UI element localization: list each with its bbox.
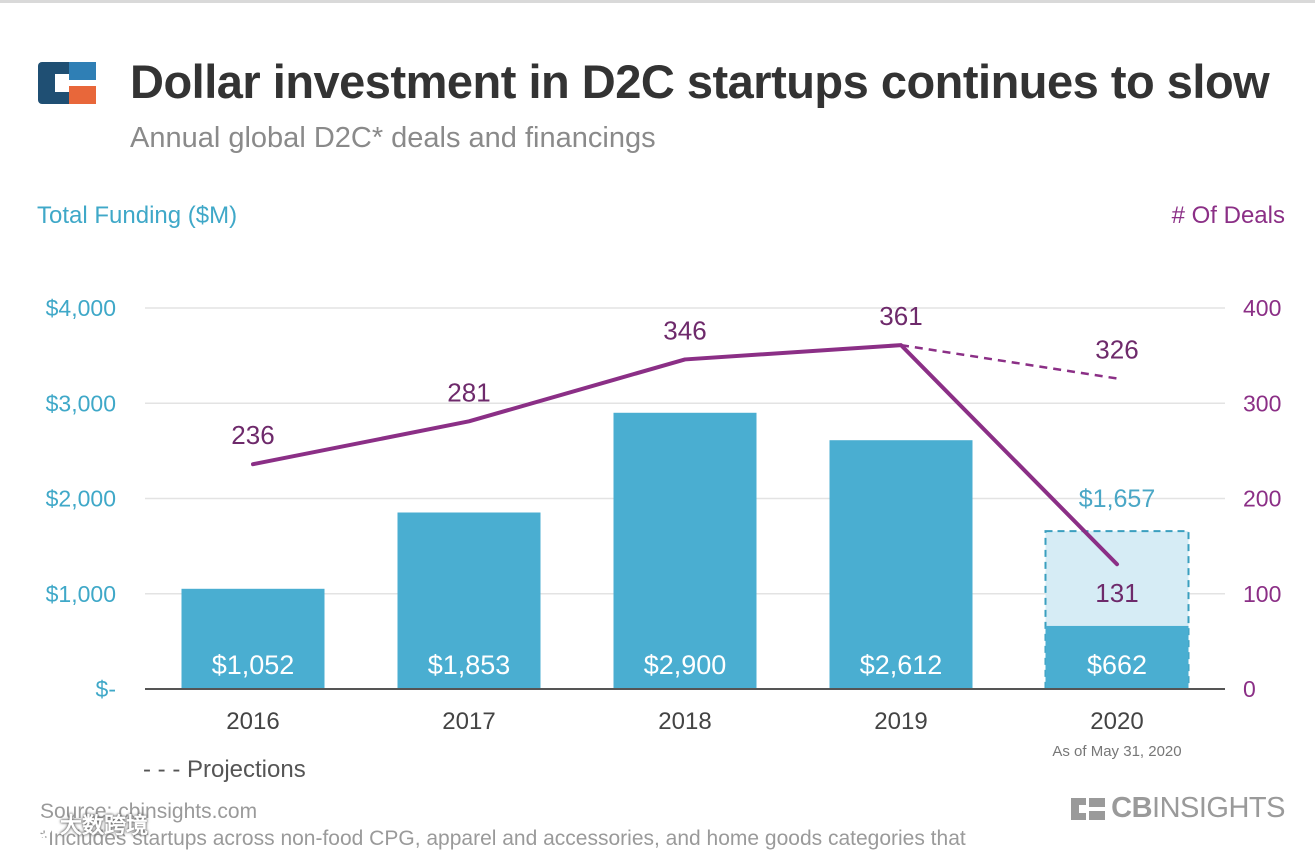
right-tick-label: 200 (1243, 486, 1281, 512)
bar-value-label: $2,612 (860, 650, 943, 680)
deals-value-label: 281 (447, 377, 490, 407)
deals-line (251, 343, 1119, 567)
bar (181, 588, 325, 689)
bar (613, 412, 757, 689)
source-note: Source: cbinsights.com (40, 800, 258, 823)
cb-insights-logo-icon (38, 62, 96, 104)
left-tick-label: $2,000 (46, 486, 116, 512)
left-tick-label: $1,000 (46, 581, 116, 607)
right-tick-label: 100 (1243, 581, 1281, 607)
left-tick-label: $- (96, 676, 116, 702)
deals-value-label: 131 (1095, 578, 1138, 608)
bar-value-label: $1,853 (428, 650, 511, 680)
projection-bar-label: $1,657 (1079, 485, 1155, 513)
brand-bold: CB (1111, 792, 1153, 824)
right-tick-label: 300 (1243, 390, 1281, 416)
chart-subtitle: Annual global D2C* deals and financings (130, 122, 656, 154)
wechat-icon (10, 809, 53, 838)
right-axis-title: # Of Deals (1171, 202, 1285, 229)
deals-value-label: 361 (879, 301, 922, 331)
x-tick-label: 2016 (226, 708, 279, 735)
left-tick-label: $4,000 (46, 295, 116, 321)
legend-dash-icon: - - - (143, 756, 187, 783)
right-tick-label: 0 (1243, 676, 1256, 702)
cb-insights-wordmark: CBINSIGHTS (1111, 792, 1285, 825)
bar-value-label: $2,900 (644, 650, 727, 680)
deals-projection-label: 326 (1095, 334, 1138, 364)
bar-value-label: $1,052 (212, 650, 295, 680)
x-tick-label: 2019 (874, 708, 927, 735)
x-tick-note: As of May 31, 2020 (1052, 743, 1181, 760)
bar (397, 512, 541, 689)
watermark: 大数跨境 (10, 808, 148, 840)
deals-value-label: 346 (663, 315, 706, 345)
brand-thin: INSIGHTS (1152, 792, 1285, 824)
legend-projections: - - - Projections (143, 756, 306, 784)
bar (829, 440, 973, 689)
footnote: *Includes startups across non-food CPG, … (40, 827, 966, 850)
legend-projections-label: Projections (186, 756, 306, 783)
watermark-text: 大数跨境 (60, 813, 149, 838)
x-tick-label: 2018 (658, 708, 711, 735)
right-tick-label: 400 (1243, 295, 1281, 321)
deals-value-label: 236 (231, 420, 274, 450)
frame-top-border (0, 0, 1315, 3)
chart-title: Dollar investment in D2C startups contin… (130, 55, 1270, 108)
bar-value-label: $662 (1087, 650, 1147, 680)
x-tick-label: 2017 (442, 708, 495, 735)
left-axis-title: Total Funding ($M) (37, 202, 238, 229)
cb-insights-brand: CBINSIGHTS (1071, 792, 1285, 825)
left-tick-label: $3,000 (46, 390, 116, 416)
x-tick-label: 2020 (1090, 708, 1143, 735)
deals-projection-line (900, 343, 1118, 380)
cb-insights-mark-icon (1071, 797, 1106, 820)
bar (1045, 625, 1189, 689)
